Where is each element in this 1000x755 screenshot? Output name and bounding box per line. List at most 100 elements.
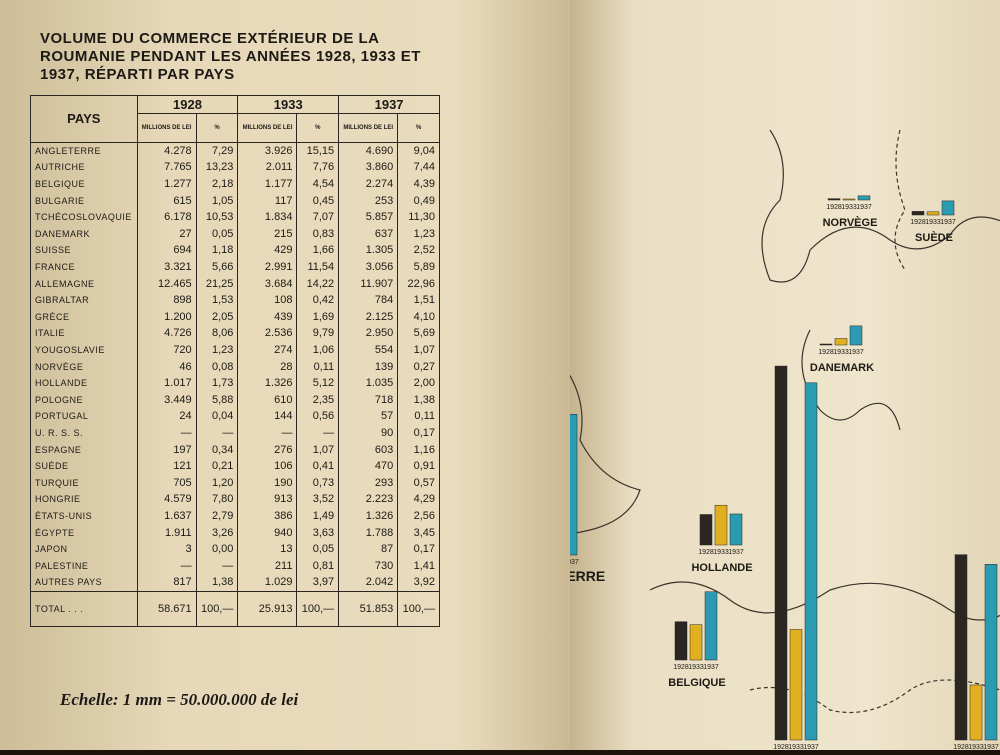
table-title: VOLUME DU COMMERCE EXTÉRIEUR DE LA ROUMA… xyxy=(40,30,421,83)
table-cell: 11.907 xyxy=(338,275,399,292)
header-country: PAYS xyxy=(30,95,138,143)
table-row: PORTUGAL 24 0,04 144 0,56 57 0,11 xyxy=(30,408,440,425)
table-cell: 1,38 xyxy=(397,391,440,409)
table-cell: 3.684 xyxy=(237,275,298,292)
table-cell: — xyxy=(296,424,340,442)
table-cell: 554 xyxy=(338,341,399,359)
bar-year-label: 1928 xyxy=(698,549,714,556)
table-cell: 1.326 xyxy=(338,507,399,525)
table-cell: 1.305 xyxy=(338,242,399,259)
table-cell: 470 xyxy=(338,457,399,475)
table-row: BULGARIE 615 1,05 117 0,45 253 0,49 xyxy=(30,192,440,209)
bar-year-label: 1937 xyxy=(848,349,864,356)
country-name: BELGIQUE xyxy=(30,175,138,193)
table-cell: 3,45 xyxy=(397,524,440,541)
right-page: 192819331937ANGLETERRE192819331937HOLLAN… xyxy=(439,0,1000,751)
table-cell: 7,29 xyxy=(195,142,239,160)
table-row: HONGRIE 4.579 7,80 913 3,52 2.223 4,29 xyxy=(30,491,440,508)
table-cell: 3.321 xyxy=(136,258,197,276)
country-label: BELGIQUE xyxy=(668,677,725,689)
country-name: HOLLANDE xyxy=(30,374,138,392)
table-cell: 0,05 xyxy=(195,225,239,243)
table-cell: 817 xyxy=(136,574,197,592)
header-year: 1937 xyxy=(338,95,440,114)
table-cell: 276 xyxy=(237,441,298,458)
country-name: NORVÈGE xyxy=(30,358,138,375)
table-cell: 1,41 xyxy=(397,557,440,575)
table-cell: 293 xyxy=(338,474,399,492)
table-cell: 27 xyxy=(136,225,197,243)
country-label: HOLLANDE xyxy=(691,562,752,574)
table-cell: 1,73 xyxy=(195,374,239,392)
table-cell: 7,44 xyxy=(397,159,440,176)
coast-scandinavia xyxy=(761,129,1000,283)
table-cell: 0,83 xyxy=(296,225,340,243)
bar xyxy=(941,200,955,216)
coast-denmark xyxy=(801,329,901,431)
bar-year-label: 1933 xyxy=(841,204,857,211)
scale-note: Echelle: 1 mm = 50.000.000 de lei xyxy=(60,690,299,709)
table-cell: — xyxy=(136,557,197,575)
table-cell: 3,26 xyxy=(195,524,239,541)
table-cell: — xyxy=(237,424,298,442)
country-name: POLOGNE xyxy=(30,391,138,409)
bar xyxy=(954,554,968,741)
table-row: NORVÈGE 46 0,08 28 0,11 139 0,27 xyxy=(30,358,440,375)
table-cell: 1.029 xyxy=(237,574,298,592)
table-row: JAPON 3 0,00 13 0,05 87 0,17 xyxy=(30,540,440,558)
table-cell: 13,23 xyxy=(195,159,239,176)
table-cell: 0,04 xyxy=(195,408,239,425)
table-row: ANGLETERRE 4.278 7,29 3.926 15,15 4.690 9,04 xyxy=(30,142,440,160)
table-cell: 117 xyxy=(237,192,298,209)
bar-year-label: 1937 xyxy=(940,219,956,226)
trade-table: PAYS 1928 1933 1937 MILLIONS DE LEI% MILL… xyxy=(30,95,440,627)
table-cell: 2,52 xyxy=(397,242,440,259)
table-cell: 0,11 xyxy=(397,408,440,425)
table-row: BELGIQUE 1.277 2,18 1.177 4,54 2.274 4,39 xyxy=(30,175,440,193)
country-name: ÉTATS-UNIS xyxy=(30,507,138,525)
bar xyxy=(842,198,856,201)
country-name: YOUGOSLAVIE xyxy=(30,341,138,359)
table-cell: 139 xyxy=(338,358,399,375)
bar xyxy=(984,564,998,741)
bar xyxy=(926,211,940,216)
country-name: SUISSE xyxy=(30,242,138,259)
table-cell: 0,73 xyxy=(296,474,340,492)
table-cell: 2,05 xyxy=(195,308,239,326)
table-row: GRÈCE 1.200 2,05 439 1,69 2.125 4,10 xyxy=(30,308,440,326)
bar-year-label: 1937 xyxy=(983,744,999,750)
table-row: TCHÉCOSLOVAQUIE 6.178 10,53 1.834 7,07 5.857 1… xyxy=(30,208,440,226)
table-row: SUÈDE 121 0,21 106 0,41 470 0,91 xyxy=(30,457,440,475)
table-cell: 694 xyxy=(136,242,197,259)
bar-year-label: 1928 xyxy=(953,744,969,750)
table-cell: 718 xyxy=(338,391,399,409)
header-unit: % xyxy=(296,112,340,143)
country-name: TURQUIE xyxy=(30,474,138,492)
table-cell: 4.278 xyxy=(136,142,197,160)
table-cell: 0,05 xyxy=(296,540,340,558)
table-cell: 784 xyxy=(338,291,399,309)
country-name: DANEMARK xyxy=(30,225,138,243)
table-cell: 13 xyxy=(237,540,298,558)
country-name: U. R. S. S. xyxy=(30,424,138,442)
table-cell: 4.690 xyxy=(338,142,399,160)
table-row: DANEMARK 27 0,05 215 0,83 637 1,23 xyxy=(30,225,440,243)
bar-year-label: 1928 xyxy=(826,204,842,211)
table-cell: 9,79 xyxy=(296,325,340,342)
table-row: TURQUIE 705 1,20 190 0,73 293 0,57 xyxy=(30,474,440,492)
bar-year-label: 1928 xyxy=(773,744,789,750)
table-cell: 1,51 xyxy=(397,291,440,309)
table-cell: 0,27 xyxy=(397,358,440,375)
table-cell: 439 xyxy=(237,308,298,326)
table-cell: 4,10 xyxy=(397,308,440,326)
bar xyxy=(774,365,788,741)
country-name: ANGLETERRE xyxy=(30,142,138,160)
bar xyxy=(689,624,703,661)
table-cell: 1,20 xyxy=(195,474,239,492)
bar xyxy=(804,382,818,741)
table-cell: 637 xyxy=(338,225,399,243)
country-name: PALESTINE xyxy=(30,557,138,575)
table-cell: 1,66 xyxy=(296,242,340,259)
table-cell: 0,56 xyxy=(296,408,340,425)
